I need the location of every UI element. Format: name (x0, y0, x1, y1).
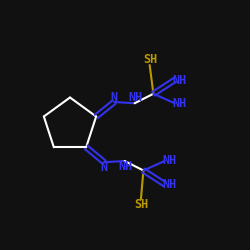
Text: SH: SH (134, 198, 148, 211)
Text: N: N (110, 90, 118, 104)
Text: N: N (100, 161, 108, 174)
Text: NH: NH (118, 160, 132, 173)
Text: NH: NH (128, 91, 142, 104)
Text: NH: NH (162, 154, 176, 168)
Text: NH: NH (172, 74, 186, 86)
Text: NH: NH (172, 97, 186, 110)
Text: SH: SH (143, 53, 157, 66)
Text: NH: NH (162, 178, 176, 191)
